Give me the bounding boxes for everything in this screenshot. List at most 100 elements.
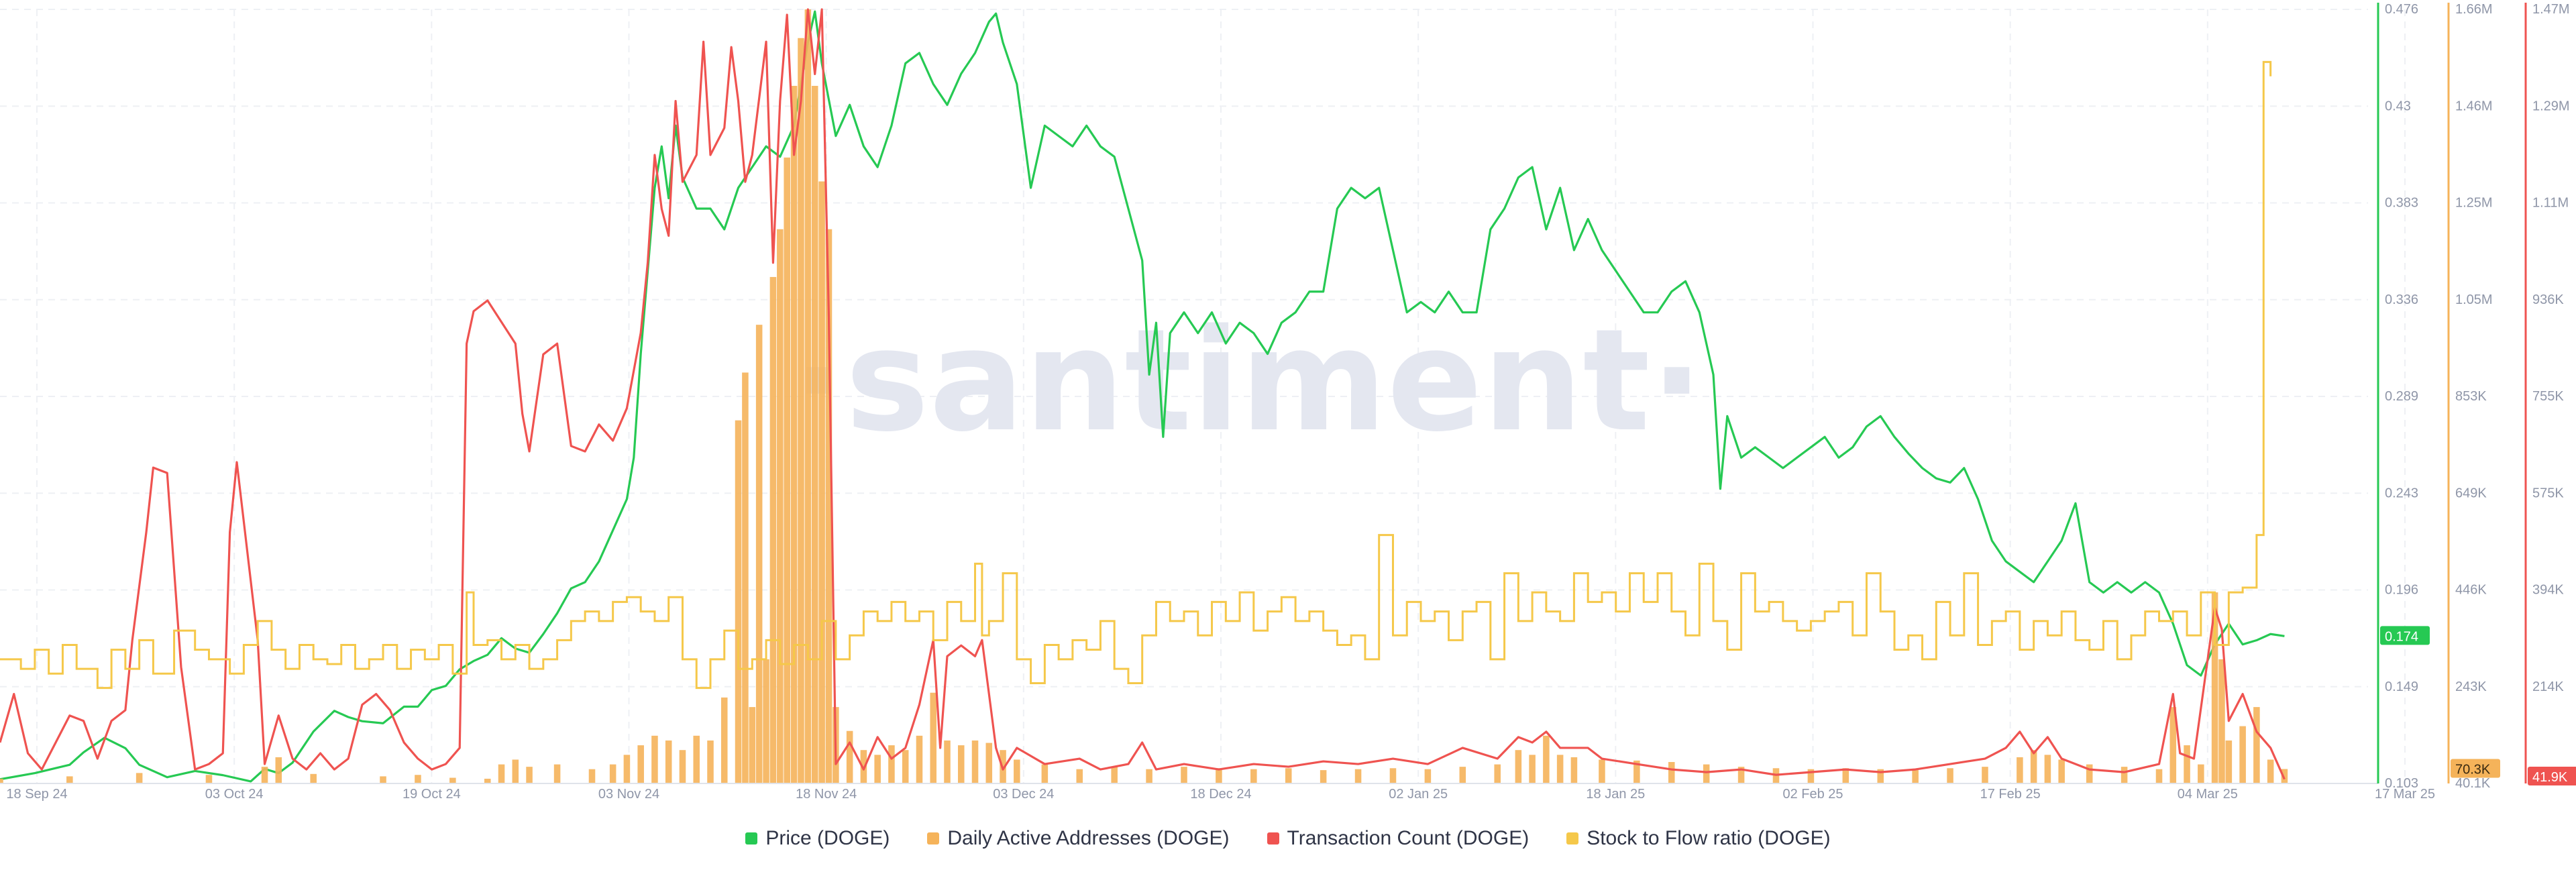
daa-bar — [755, 325, 763, 783]
daa-bar — [2225, 740, 2233, 783]
daa-bar — [1146, 769, 1152, 783]
legend-swatch-daa — [927, 832, 940, 844]
daa-tick-label: 40.1K — [2455, 776, 2491, 791]
daa-tick-label: 1.46M — [2455, 99, 2493, 113]
daa-tick-label: 1.05M — [2455, 292, 2493, 307]
daa-bar — [588, 769, 596, 783]
daa-bar — [2198, 764, 2204, 783]
daa-bar — [1285, 768, 1292, 783]
legend-swatch-price — [745, 832, 758, 844]
x-tick-label: 19 Oct 24 — [402, 787, 461, 802]
daa-bar — [769, 276, 777, 783]
tx-current-badge — [2528, 767, 2576, 785]
daa-bar — [1076, 769, 1083, 783]
price-current-badge — [2380, 626, 2430, 645]
daa-bar — [623, 755, 631, 783]
price-tick-label: 0.289 — [2385, 389, 2418, 404]
daa-tick-label: 446K — [2455, 583, 2487, 598]
daa-bar — [526, 767, 533, 783]
daa-bar — [1982, 767, 1988, 783]
legend-label-daa: Daily Active Addresses (DOGE) — [947, 827, 1230, 849]
daa-bar — [2253, 707, 2260, 783]
daa-bar — [136, 773, 143, 783]
daa-bar — [2030, 750, 2037, 783]
tx-current-value: 41.9K — [2532, 770, 2568, 785]
daa-bar — [944, 740, 951, 783]
daa-bar — [742, 372, 749, 783]
daa-bar — [707, 740, 714, 783]
legend-item-daa[interactable]: Daily Active Addresses (DOGE) — [927, 827, 1230, 850]
x-tick-label: 04 Mar 25 — [2178, 787, 2238, 802]
daa-bar — [735, 420, 742, 783]
daa-bar — [2218, 659, 2225, 783]
santiment-watermark: ·santiment· — [792, 298, 1703, 463]
daa-bar — [310, 773, 317, 783]
daa-bar — [1354, 769, 1362, 783]
daa-bar — [888, 745, 895, 783]
tx-tick-label: 394K — [2532, 583, 2564, 598]
legend-label-price: Price (DOGE) — [765, 827, 890, 849]
grid-lines — [0, 9, 2406, 784]
daa-bar — [1556, 755, 1564, 783]
daa-bar — [1737, 767, 1745, 783]
daa-bar — [2267, 759, 2274, 783]
daa-bar — [2211, 592, 2218, 783]
daa-bar — [261, 767, 268, 783]
price-tick-label: 0.336 — [2385, 292, 2418, 307]
daa-bar — [749, 707, 756, 783]
daa-bar — [1668, 762, 1675, 783]
daa-bar — [2281, 769, 2288, 783]
daa-tick-label: 1.66M — [2455, 2, 2493, 17]
x-tick-label: 03 Oct 24 — [205, 787, 264, 802]
x-tick-label: 17 Feb 25 — [1980, 787, 2041, 802]
daa-bar — [902, 750, 909, 783]
price-tick-label: 0.476 — [2385, 2, 2418, 17]
tx-tick-label: 1.29M — [2532, 99, 2570, 113]
daa-bar — [1041, 764, 1049, 783]
daa-bar — [957, 745, 965, 783]
transaction-count-line — [0, 8, 2286, 780]
legend-swatch-tx — [1267, 832, 1279, 844]
daa-tick-label: 853K — [2455, 389, 2487, 404]
legend-item-price[interactable]: Price (DOGE) — [745, 827, 890, 850]
daa-bar — [804, 9, 812, 783]
legend-item-s2f[interactable]: Stock to Flow ratio (DOGE) — [1566, 827, 1831, 850]
daa-bar — [811, 85, 818, 784]
stock-to-flow-line — [0, 60, 2272, 690]
daa-tick-label: 649K — [2455, 486, 2487, 500]
x-tick-label: 17 Mar 25 — [2375, 787, 2435, 802]
daa-bar — [2184, 745, 2190, 783]
daa-bar — [651, 735, 658, 783]
x-tick-label: 18 Sep 24 — [6, 787, 67, 802]
daa-bar — [1842, 768, 1849, 783]
daa-bar — [846, 730, 853, 783]
daa-bar — [777, 229, 784, 784]
daa-tick-label: 1.25M — [2455, 196, 2493, 211]
daa-bar — [1250, 769, 1257, 783]
chart-legend: Price (DOGE) Daily Active Addresses (DOG… — [0, 822, 2576, 855]
daa-bar — [415, 775, 421, 783]
daa-bar — [1320, 770, 1327, 783]
daa-bar — [720, 697, 728, 783]
daa-bar — [2121, 767, 2128, 783]
daa-bar — [512, 759, 519, 783]
daa-bar — [971, 740, 979, 783]
daa-current-value: 70.3K — [2455, 762, 2491, 777]
daa-bar — [1543, 735, 1550, 783]
daa-bar — [1529, 755, 1536, 783]
daa-bar — [1703, 764, 1710, 783]
daa-bar — [1877, 769, 1884, 783]
daa-bar — [2058, 759, 2065, 783]
daa-current-badge — [2451, 759, 2500, 778]
daa-bar — [1570, 757, 1578, 783]
daa-bar — [825, 229, 833, 784]
daa-bar — [609, 764, 616, 783]
daa-bar — [637, 745, 644, 783]
daa-bar — [1515, 750, 1522, 783]
series-0 — [0, 10, 2285, 783]
daa-bar — [275, 757, 282, 783]
daa-bar — [784, 157, 790, 783]
x-tick-label: 18 Dec 24 — [1190, 787, 1251, 802]
legend-item-tx[interactable]: Transaction Count (DOGE) — [1267, 827, 1529, 850]
